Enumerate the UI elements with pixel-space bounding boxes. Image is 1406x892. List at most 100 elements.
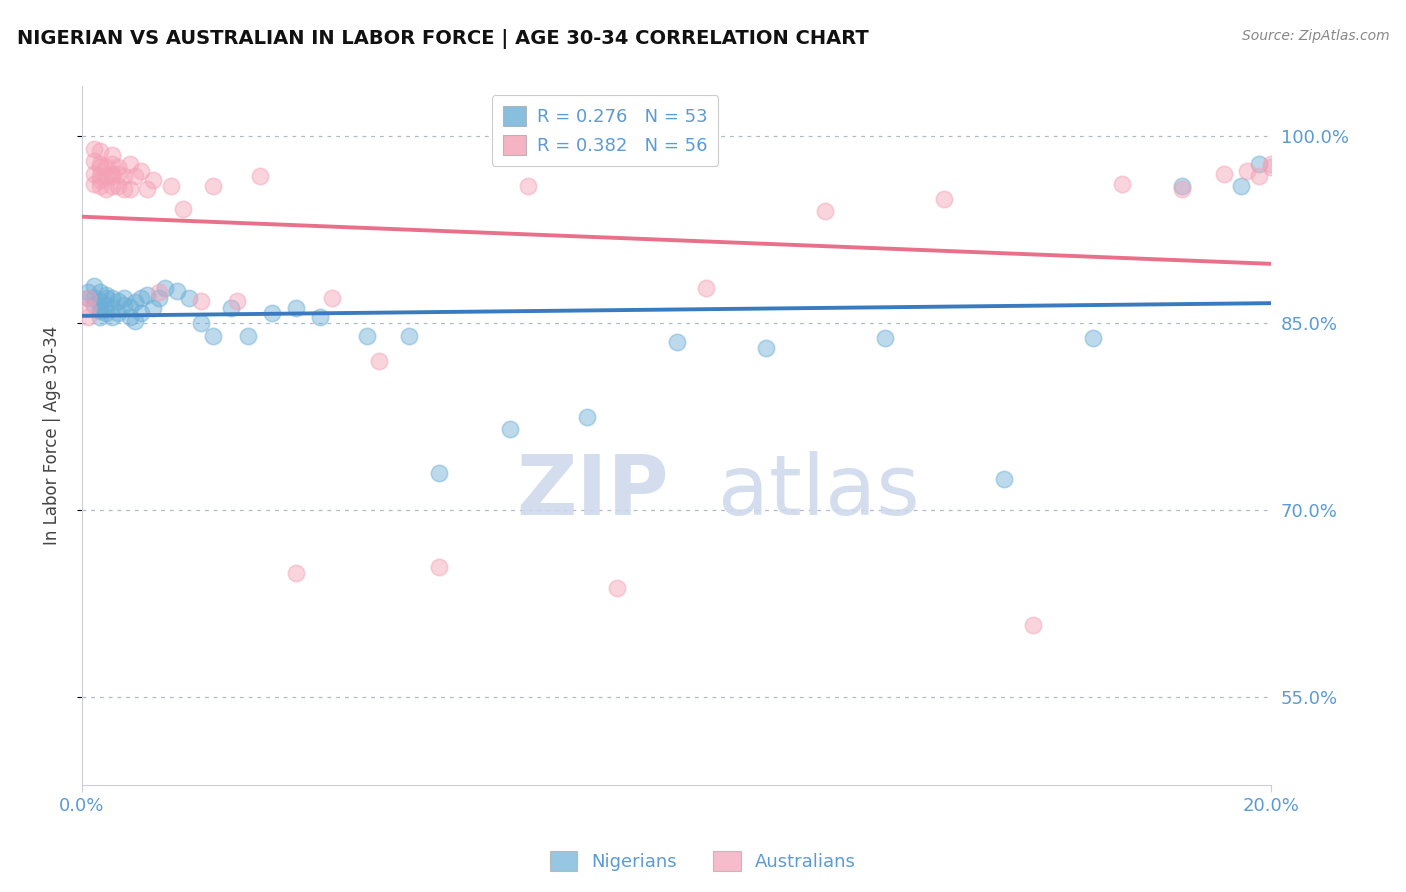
Point: [427, 466, 450, 480]
Point: [148, 285, 170, 300]
Point: [107, 167, 129, 181]
Text: ZIP: ZIP: [516, 451, 668, 532]
Point: [285, 566, 308, 580]
Point: [219, 301, 242, 316]
Text: atlas: atlas: [718, 451, 920, 532]
Point: [100, 169, 122, 183]
Point: [814, 204, 837, 219]
Point: [136, 287, 159, 301]
Point: [124, 295, 146, 310]
Point: [1171, 181, 1194, 195]
Point: [89, 285, 111, 300]
Point: [89, 293, 111, 308]
Y-axis label: In Labor Force | Age 30-34: In Labor Force | Age 30-34: [44, 326, 60, 545]
Point: [190, 293, 212, 308]
Point: [83, 291, 105, 305]
Point: [153, 281, 176, 295]
Point: [177, 291, 200, 305]
Point: [112, 297, 135, 311]
Point: [89, 145, 111, 159]
Point: [755, 341, 778, 355]
Point: [100, 167, 122, 181]
Point: [285, 301, 308, 316]
Point: [83, 297, 105, 311]
Point: [118, 157, 141, 171]
Point: [77, 310, 100, 324]
Point: [576, 409, 599, 424]
Point: [238, 328, 260, 343]
Point: [107, 179, 129, 194]
Point: [100, 157, 122, 171]
Point: [89, 303, 111, 318]
Point: [124, 314, 146, 328]
Point: [100, 148, 122, 162]
Point: [112, 291, 135, 305]
Point: [89, 301, 111, 316]
Point: [94, 306, 117, 320]
Point: [131, 306, 153, 320]
Point: [308, 310, 330, 324]
Point: [160, 179, 183, 194]
Point: [100, 301, 122, 316]
Point: [89, 169, 111, 183]
Point: [398, 328, 420, 343]
Point: [77, 285, 100, 300]
Point: [83, 167, 105, 181]
Point: [427, 559, 450, 574]
Point: [225, 293, 247, 308]
Point: [201, 179, 224, 194]
Point: [112, 169, 135, 183]
Point: [112, 181, 135, 195]
Point: [100, 291, 122, 305]
Legend: R = 0.276   N = 53, R = 0.382   N = 56: R = 0.276 N = 53, R = 0.382 N = 56: [492, 95, 718, 166]
Text: Source: ZipAtlas.com: Source: ZipAtlas.com: [1241, 29, 1389, 43]
Point: [77, 291, 100, 305]
Point: [94, 161, 117, 175]
Point: [262, 306, 284, 320]
Point: [83, 279, 105, 293]
Point: [107, 293, 129, 308]
Point: [1171, 179, 1194, 194]
Point: [1212, 167, 1234, 181]
Point: [172, 202, 194, 216]
Point: [1022, 618, 1045, 632]
Point: [1249, 157, 1271, 171]
Point: [100, 310, 122, 324]
Point: [606, 581, 628, 595]
Point: [83, 142, 105, 156]
Point: [83, 154, 105, 169]
Point: [107, 161, 129, 175]
Point: [1230, 179, 1253, 194]
Point: [89, 157, 111, 171]
Point: [89, 173, 111, 187]
Point: [368, 353, 391, 368]
Point: [516, 179, 538, 194]
Point: [94, 181, 117, 195]
Point: [118, 310, 141, 324]
Text: NIGERIAN VS AUSTRALIAN IN LABOR FORCE | AGE 30-34 CORRELATION CHART: NIGERIAN VS AUSTRALIAN IN LABOR FORCE | …: [17, 29, 869, 48]
Point: [142, 301, 165, 316]
Point: [1111, 177, 1133, 191]
Point: [77, 291, 100, 305]
Point: [94, 169, 117, 183]
Point: [1260, 157, 1282, 171]
Point: [77, 301, 100, 316]
Point: [993, 472, 1015, 486]
Point: [695, 281, 717, 295]
Point: [107, 306, 129, 320]
Point: [89, 310, 111, 324]
Point: [499, 422, 522, 436]
Legend: Nigerians, Australians: Nigerians, Australians: [543, 844, 863, 879]
Point: [249, 169, 271, 183]
Point: [94, 287, 117, 301]
Point: [148, 291, 170, 305]
Point: [190, 316, 212, 330]
Point: [94, 297, 117, 311]
Point: [166, 284, 188, 298]
Point: [1081, 331, 1104, 345]
Point: [321, 291, 343, 305]
Point: [124, 169, 146, 183]
Point: [1236, 164, 1258, 178]
Point: [89, 161, 111, 175]
Point: [136, 181, 159, 195]
